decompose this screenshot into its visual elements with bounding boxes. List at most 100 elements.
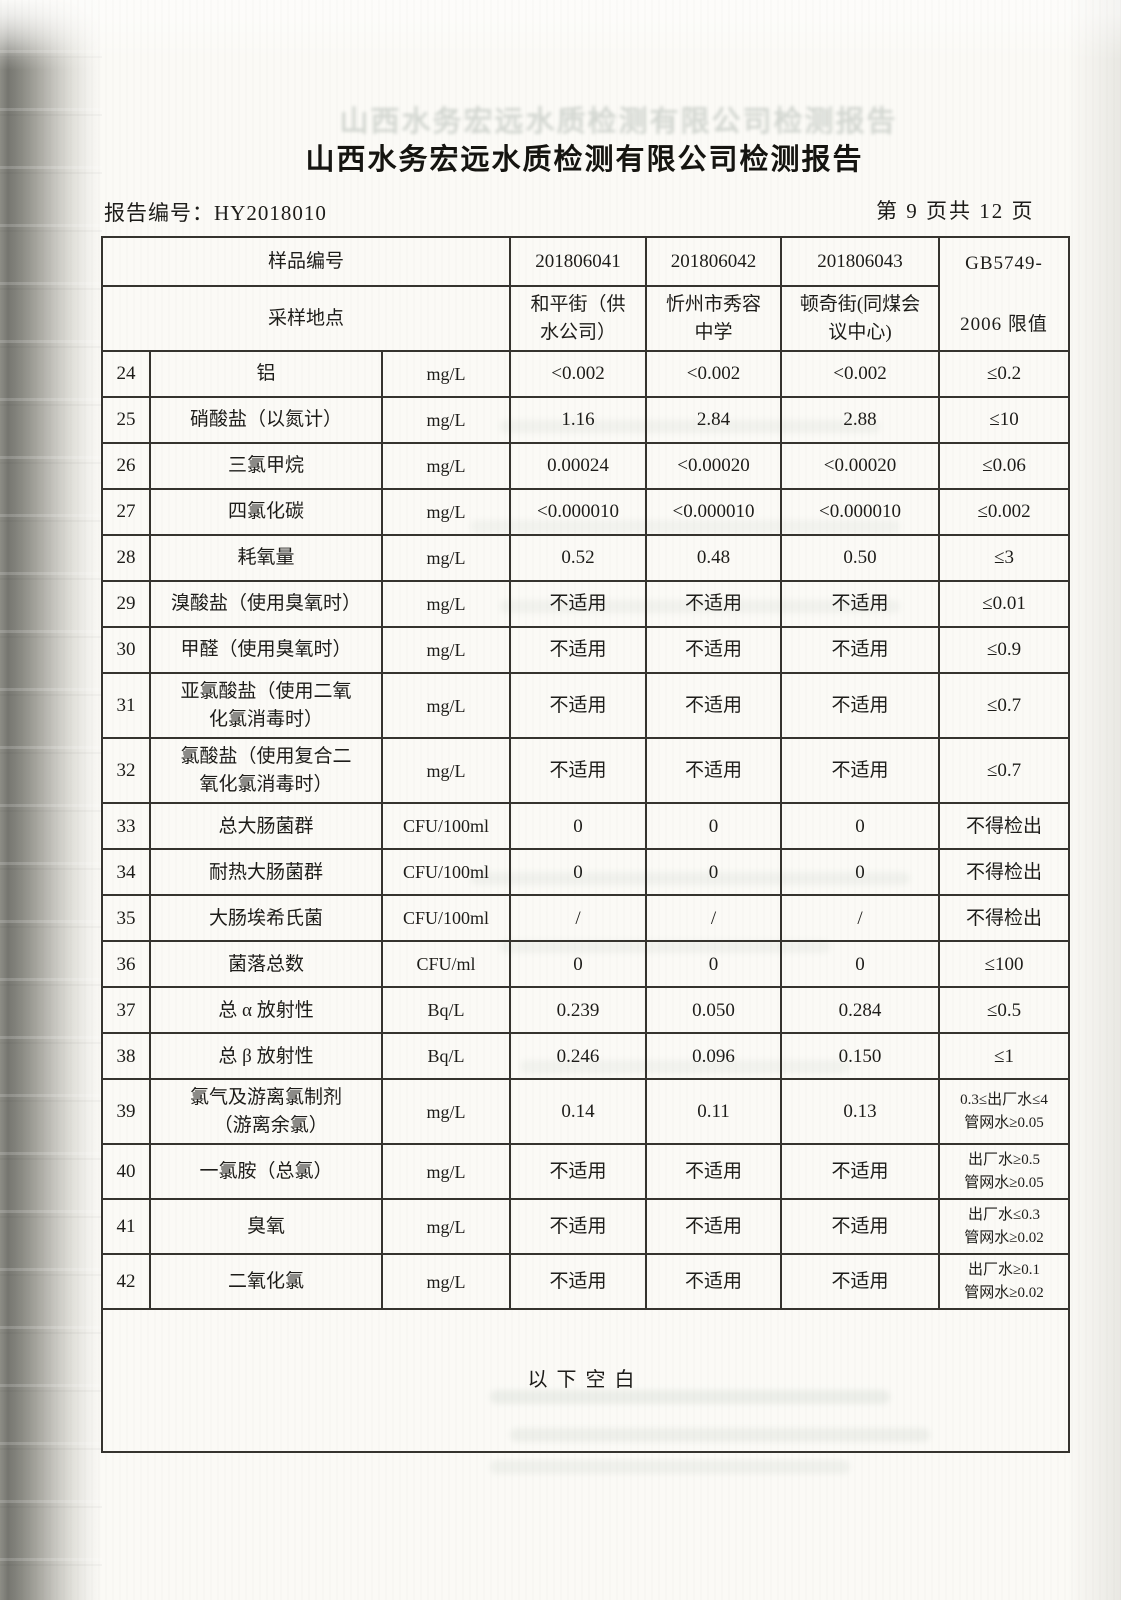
parameter-name-cell: 菌落总数: [149, 940, 383, 989]
value-cell-sample-2: <0.000010: [645, 488, 783, 537]
unit-cell: mg/L: [380, 1143, 512, 1201]
table-row: 34 耐热大肠菌群 CFU/100ml 0 0 0 不得检出: [101, 848, 1071, 897]
unit-cell: CFU/100ml: [380, 802, 512, 851]
value-cell-sample-3: 不适用: [780, 1143, 941, 1201]
value-cell-sample-3: 不适用: [780, 580, 941, 629]
value-cell-sample-2: /: [645, 894, 783, 943]
table-row: 41 臭氧 mg/L 不适用 不适用 不适用 出厂水≤0.3 管网水≥0.02: [101, 1198, 1071, 1256]
value-cell-sample-2: 不适用: [645, 1198, 783, 1256]
header-location-2: 忻州市秀容 中学: [645, 284, 783, 353]
scan-edge-right: [1067, 0, 1121, 1600]
value-cell-sample-2: 2.84: [645, 396, 783, 445]
parameter-name-cell: 总大肠菌群: [149, 802, 383, 851]
unit-cell: mg/L: [380, 1078, 512, 1146]
value-cell-sample-2: <0.00020: [645, 442, 783, 491]
value-cell-sample-1: 1.16: [509, 396, 648, 445]
value-cell-sample-1: 0: [509, 940, 648, 989]
value-cell-sample-3: 不适用: [780, 1198, 941, 1256]
row-number-cell: 28: [101, 534, 151, 583]
report-number-value: HY2018010: [214, 201, 327, 225]
value-cell-sample-3: 0: [780, 802, 941, 851]
table-row: 37 总 α 放射性 Bq/L 0.239 0.050 0.284 ≤0.5: [101, 986, 1071, 1035]
parameter-name-cell: 溴酸盐（使用臭氧时）: [149, 580, 383, 629]
value-cell-sample-3: 0.150: [780, 1032, 941, 1081]
header-sample-id-2: 201806042: [645, 236, 783, 287]
value-cell-sample-3: 不适用: [780, 737, 941, 805]
value-cell-sample-3: /: [780, 894, 941, 943]
row-number-cell: 40: [101, 1143, 151, 1201]
value-cell-sample-3: 不适用: [780, 672, 941, 740]
header-limit-standard: GB5749- 2006 限值: [938, 235, 1071, 353]
row-number-cell: 35: [101, 894, 151, 943]
value-cell-sample-1: 0: [509, 848, 648, 897]
value-cell-sample-3: 0.50: [780, 534, 941, 583]
value-cell-sample-1: 0.52: [509, 534, 648, 583]
header-sample-id-1: 201806041: [509, 236, 648, 287]
row-number-cell: 31: [101, 672, 151, 740]
parameter-name-cell: 氯酸盐（使用复合二 氧化氯消毒时）: [149, 737, 383, 805]
limit-cell: 出厂水≥0.5 管网水≥0.05: [938, 1143, 1071, 1201]
limit-standard-line1: GB5749-: [965, 252, 1043, 274]
row-number-cell: 37: [101, 986, 151, 1035]
unit-cell: CFU/100ml: [380, 894, 512, 943]
value-cell-sample-3: <0.000010: [780, 488, 941, 537]
unit-cell: mg/L: [380, 1198, 512, 1256]
value-cell-sample-3: 0.13: [780, 1078, 941, 1146]
value-cell-sample-2: 0.11: [645, 1078, 783, 1146]
table-row: 42 二氧化氯 mg/L 不适用 不适用 不适用 出厂水≥0.1 管网水≥0.02: [101, 1253, 1071, 1311]
row-number-cell: 39: [101, 1078, 151, 1146]
blank-below-note: 以下空白: [100, 1308, 1071, 1454]
value-cell-sample-2: 不适用: [645, 672, 783, 740]
value-cell-sample-3: 不适用: [780, 626, 941, 675]
row-number-cell: 29: [101, 580, 151, 629]
table-row: 24 铝 mg/L <0.002 <0.002 <0.002 ≤0.2: [101, 350, 1071, 399]
parameter-name-cell: 硝酸盐（以氮计）: [149, 396, 383, 445]
limit-cell: ≤0.2: [938, 350, 1071, 399]
value-cell-sample-3: 2.88: [780, 396, 941, 445]
value-cell-sample-2: 0: [645, 940, 783, 989]
value-cell-sample-2: 不适用: [645, 737, 783, 805]
table-row: 38 总 β 放射性 Bq/L 0.246 0.096 0.150 ≤1: [101, 1032, 1071, 1081]
parameter-name-cell: 亚氯酸盐（使用二氧 化氯消毒时）: [149, 672, 383, 740]
limit-cell: 不得检出: [938, 802, 1071, 851]
value-cell-sample-2: 0.050: [645, 986, 783, 1035]
table-row: 27 四氯化碳 mg/L <0.000010 <0.000010 <0.000010 ≤0.…: [101, 488, 1071, 537]
value-cell-sample-2: 0: [645, 848, 783, 897]
limit-standard-line2: 2006 限值: [960, 314, 1048, 336]
limit-cell: ≤0.5: [938, 986, 1071, 1035]
table-row: 25 硝酸盐（以氮计） mg/L 1.16 2.84 2.88 ≤10: [101, 396, 1071, 445]
value-cell-sample-1: 不适用: [509, 672, 648, 740]
row-number-cell: 38: [101, 1032, 151, 1081]
parameter-name-cell: 二氧化氯: [149, 1253, 383, 1311]
report-title: 山西水务宏远水质检测有限公司检测报告: [305, 144, 864, 176]
parameter-name-cell: 氯气及游离氯制剂 （游离余氯）: [149, 1078, 383, 1146]
value-cell-sample-1: 不适用: [509, 1143, 648, 1201]
value-cell-sample-1: 不适用: [509, 1253, 648, 1311]
value-cell-sample-2: 0: [645, 802, 783, 851]
value-cell-sample-1: 不适用: [509, 580, 648, 629]
header-location-3: 顿奇街(同煤会 议中心): [780, 284, 941, 353]
table-header-row-location: 采样地点 和平街（供 水公司） 忻州市秀容 中学 顿奇街(同煤会 议中心): [100, 284, 1069, 353]
unit-cell: mg/L: [380, 350, 512, 399]
header-location-1: 和平街（供 水公司）: [509, 284, 648, 353]
table-row: 28 耗氧量 mg/L 0.52 0.48 0.50 ≤3: [101, 534, 1071, 583]
results-table: 样品编号 201806041 201806042 201806043 GB574…: [100, 235, 1071, 1454]
parameter-name-cell: 耐热大肠菌群: [149, 848, 383, 897]
blank-row: 以下空白: [100, 1308, 1071, 1454]
value-cell-sample-1: <0.000010: [509, 488, 648, 537]
parameter-name-cell: 大肠埃希氏菌: [149, 894, 383, 943]
unit-cell: mg/L: [380, 534, 512, 583]
parameter-name-cell: 臭氧: [149, 1198, 383, 1256]
value-cell-sample-2: 不适用: [645, 626, 783, 675]
table-row: 26 三氯甲烷 mg/L 0.00024 <0.00020 <0.00020 ≤0.06: [101, 442, 1071, 491]
results-table-body: 24 铝 mg/L <0.002 <0.002 <0.002 ≤0.2 25 硝酸盐（以氮计） m…: [101, 350, 1071, 1311]
table-row: 35 大肠埃希氏菌 CFU/100ml / / / 不得检出: [101, 894, 1071, 943]
limit-cell: ≤0.7: [938, 672, 1071, 740]
value-cell-sample-1: <0.002: [509, 350, 648, 399]
unit-cell: mg/L: [380, 626, 512, 675]
limit-cell: ≤100: [938, 940, 1071, 989]
value-cell-sample-2: 0.48: [645, 534, 783, 583]
parameter-name-cell: 总 β 放射性: [149, 1032, 383, 1081]
row-number-cell: 32: [101, 737, 151, 805]
